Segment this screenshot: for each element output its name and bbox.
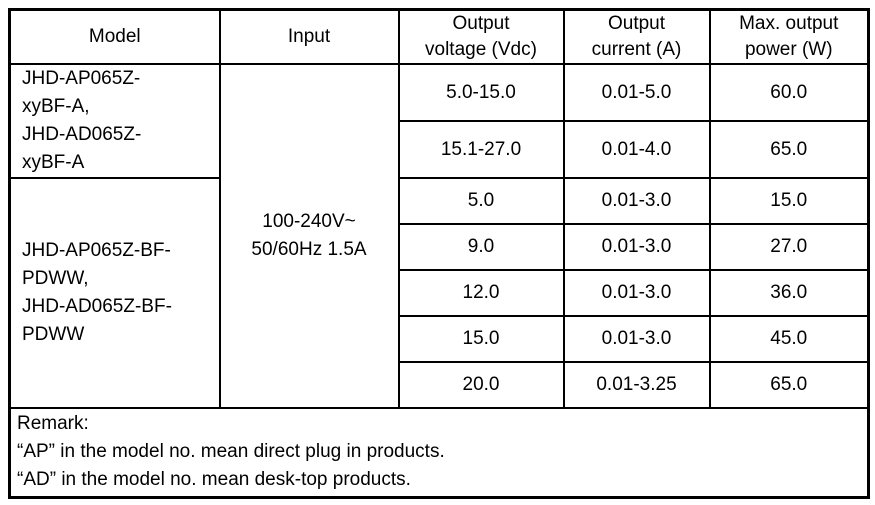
output-voltage-value: 15.0 (397, 315, 565, 363)
output-voltage-value: 15.1-27.0 (397, 120, 565, 179)
output-current-value: 0.01-3.0 (562, 315, 711, 363)
table-row: JHD-AP065Z- xyBF-A, JHD-AD065Z- xyBF-A 1… (8, 63, 870, 409)
max-power-value: 27.0 (708, 223, 870, 271)
header-output-current: Output current (A) (562, 8, 711, 65)
table-row: JHD-AP065Z-BF- PDWW, JHD-AD065Z-BF- PDWW… (8, 177, 870, 409)
table-row: 15.1-27.0 0.01-4.0 65.0 (10, 120, 870, 179)
remark-row: Remark: “AP” in the model no. mean direc… (8, 407, 870, 498)
output-voltage-value: 5.0 (397, 177, 565, 225)
model-group-1-cell: JHD-AP065Z- xyBF-A, JHD-AD065Z- xyBF-A (8, 63, 221, 179)
header-input: Input (218, 8, 400, 65)
model-group-2-cell: JHD-AP065Z-BF- PDWW, JHD-AD065Z-BF- PDWW (8, 177, 221, 409)
remark-cell: Remark: “AP” in the model no. mean direc… (8, 407, 870, 498)
output-current-value: 0.01-5.0 (562, 63, 711, 122)
max-power-value: 45.0 (708, 315, 870, 363)
output-current-value: 0.01-3.0 (562, 177, 711, 225)
max-power-value: 60.0 (708, 63, 870, 122)
output-current-value: 0.01-3.0 (562, 269, 711, 317)
max-power-value: 65.0 (708, 120, 870, 179)
output-voltage-value: 9.0 (397, 223, 565, 271)
output-voltage-value: 12.0 (397, 269, 565, 317)
output-current-value: 0.01-3.0 (562, 223, 711, 271)
table-row: 15.0 0.01-3.0 45.0 (10, 315, 870, 363)
header-max-output-power: Max. output power (W) (708, 8, 870, 65)
output-voltage-value: 20.0 (397, 361, 565, 409)
max-power-value: 65.0 (708, 361, 870, 409)
output-current-value: 0.01-3.25 (562, 361, 711, 409)
header-output-voltage: Output voltage (Vdc) (397, 8, 565, 65)
table-row: 20.0 0.01-3.25 65.0 (10, 361, 870, 409)
remark-line-ap: “AP” in the model no. mean direct plug i… (17, 441, 445, 463)
table-row: 12.0 0.01-3.0 36.0 (10, 269, 870, 317)
header-model: Model (8, 8, 221, 65)
power-spec-table: Model Input Output voltage (Vdc) Output … (8, 8, 870, 499)
output-voltage-value: 5.0-15.0 (397, 63, 565, 122)
remark-line-ad: “AD” in the model no. mean desk-top prod… (17, 469, 411, 491)
output-current-value: 0.01-4.0 (562, 120, 711, 179)
remark-title: Remark: (17, 413, 89, 435)
table-row: 9.0 0.01-3.0 27.0 (10, 223, 870, 271)
input-spec-cell: 100-240V~ 50/60Hz 1.5A (218, 63, 400, 409)
header-row: Model Input Output voltage (Vdc) Output … (8, 8, 870, 65)
max-power-value: 36.0 (708, 269, 870, 317)
max-power-value: 15.0 (708, 177, 870, 225)
